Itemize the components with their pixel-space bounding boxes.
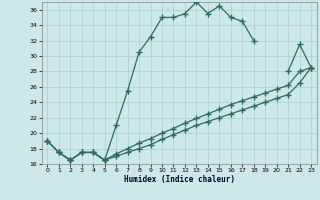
- X-axis label: Humidex (Indice chaleur): Humidex (Indice chaleur): [124, 175, 235, 184]
